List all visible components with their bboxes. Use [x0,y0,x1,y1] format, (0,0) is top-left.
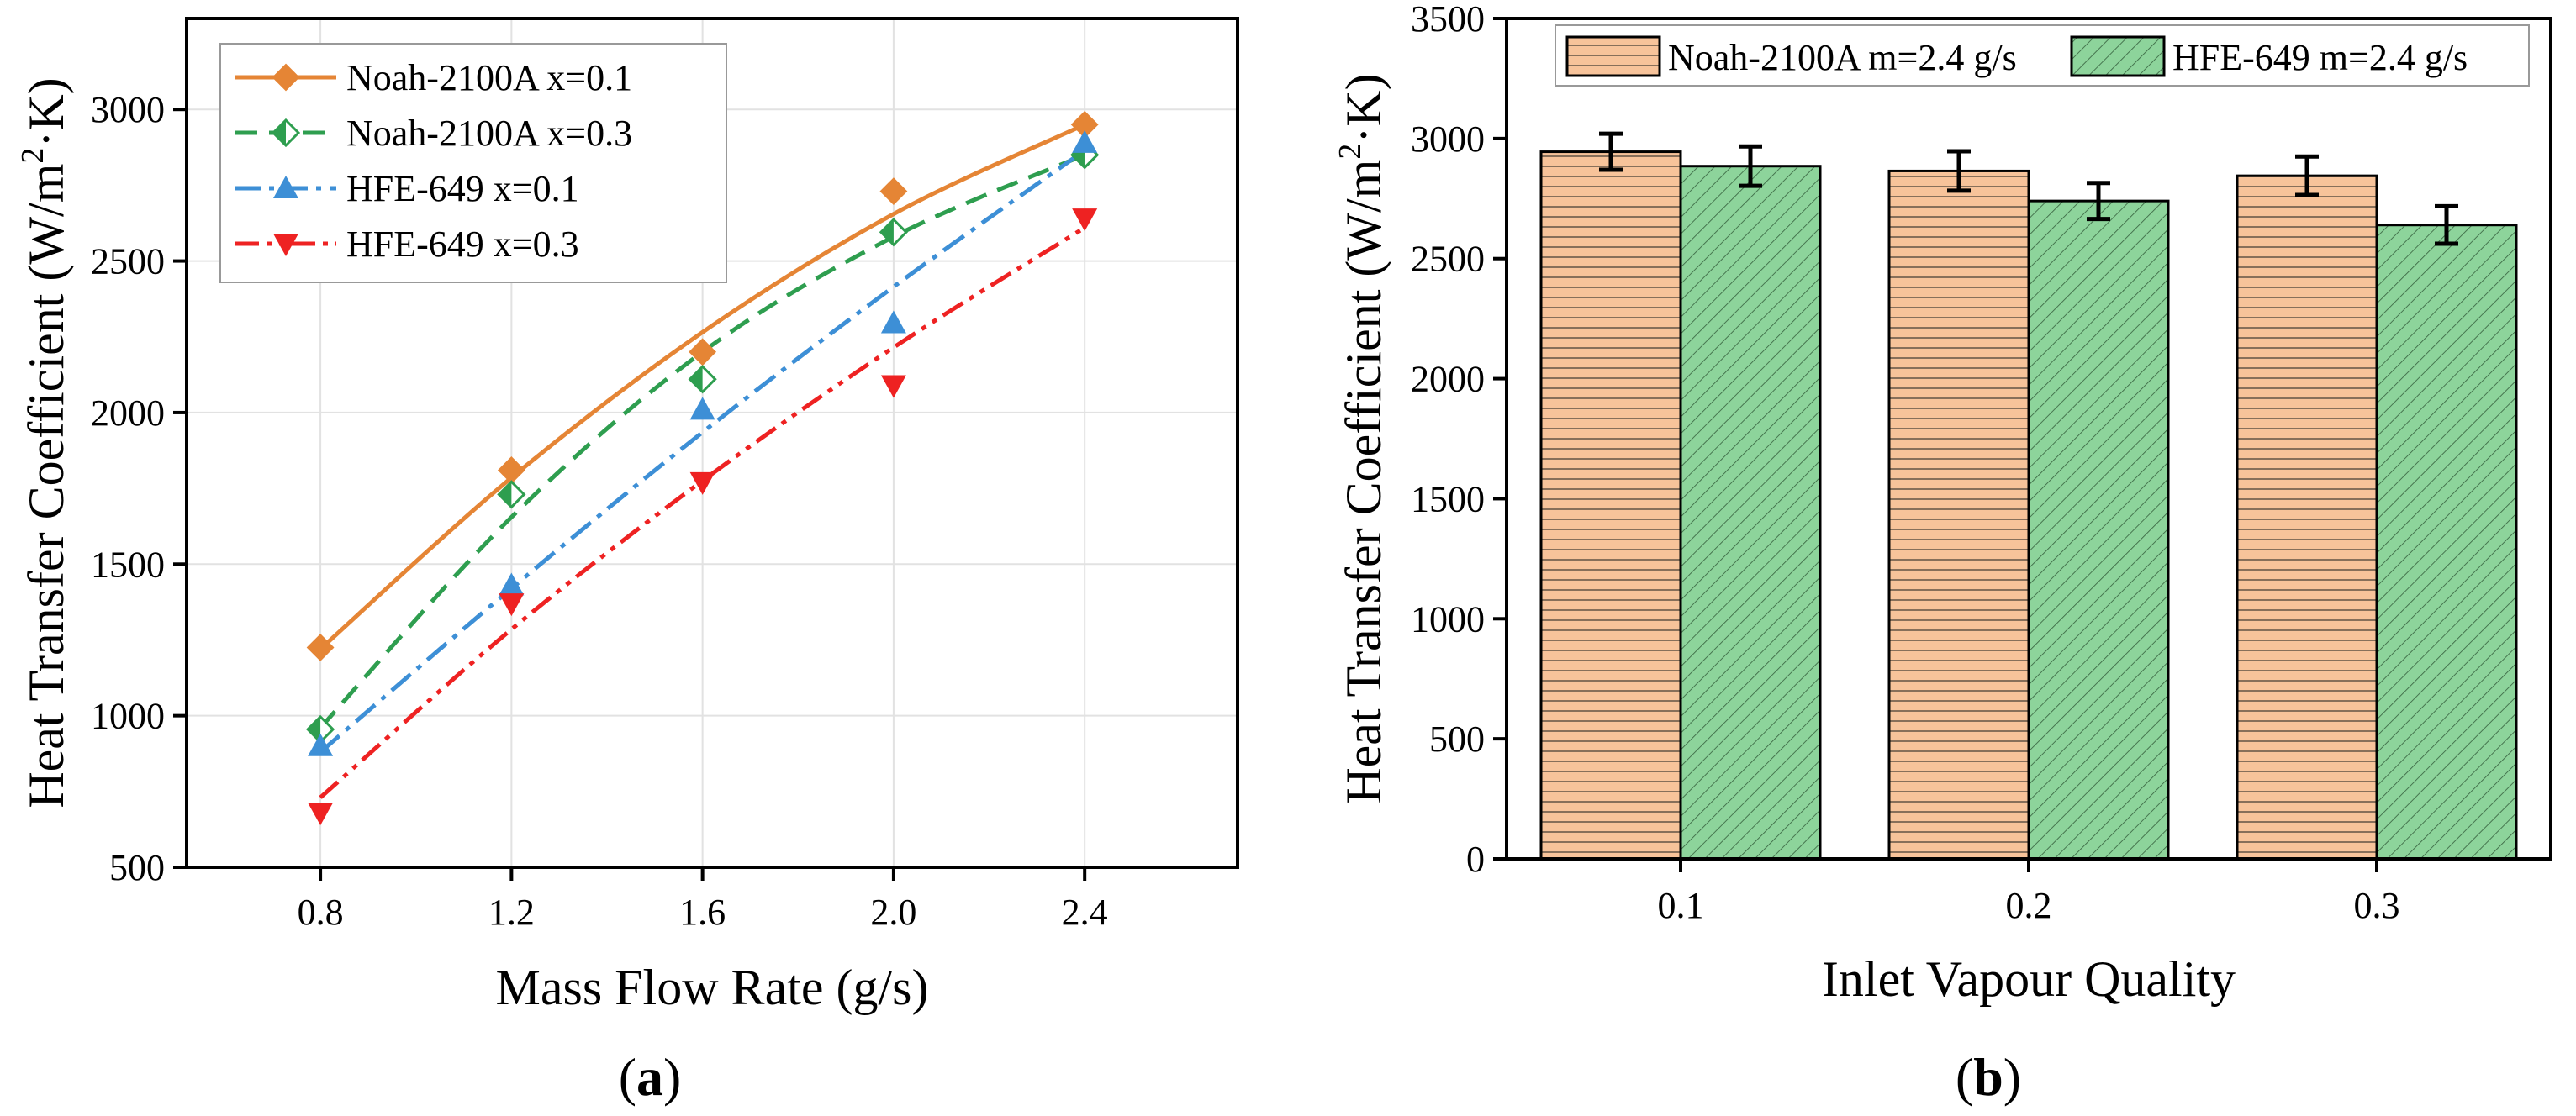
a-legend-label-0: Noah-2100A x=0.1 [346,57,632,98]
a-legend-label-3: HFE-649 x=0.3 [346,224,579,265]
a-point-s2-3 [880,310,906,334]
a-legend-marker-1 [271,118,301,148]
a-point-s2-1 [499,572,525,596]
a-point-s0-2 [689,338,717,366]
panel-a-line-chart: 0.8 1.2 1.6 2.0 2.4 500 1000 1500 2000 2500 3000 N… [15,17,1239,1107]
a-fit-curves [319,122,1086,799]
b-error-bars [1599,131,2458,246]
b-bar-s1-2 [2375,224,2518,861]
b-bar-s0-2 [2236,174,2378,861]
a-markers [305,110,1100,826]
a-legend: Noah-2100A x=0.1 Noah-2100A x=0.3 HFE-649 … [219,43,727,283]
a-y-axis-label: Heat Transfer Coefficient (W/m2·K) [15,77,74,808]
b-ytick-label-7: 3500 [1411,0,1485,39]
a-ytick-label-1: 1000 [91,696,165,737]
a-xtick-label-0: 0.8 [298,892,344,933]
b-errorbar-s0-0 [1599,131,1623,172]
a-ytick-label-2: 1500 [91,544,165,585]
a-legend-marker-2 [273,176,298,198]
a-point-s0-1 [497,456,525,484]
a-legend-label-1: Noah-2100A x=0.3 [346,113,632,154]
a-point-s1-1 [497,480,526,509]
b-bar-s1-1 [2027,199,2170,861]
a-legend-marker-3 [273,234,298,256]
a-point-s3-2 [689,471,715,495]
a-fit-curve-2 [319,148,1086,754]
a-xtick-label-3: 2.0 [870,892,916,933]
b-bar-s0-1 [1887,169,2030,861]
b-ytick-label-6: 3000 [1411,118,1485,160]
a-tick-labels: 0.8 1.2 1.6 2.0 2.4 500 1000 1500 2000 2500 3000 [91,89,1108,933]
b-x-axis-label: Inlet Vapour Quality [1822,951,2236,1007]
b-legend-swatch-1 [2070,35,2166,77]
b-legend-box [1555,24,2530,87]
a-ytick-label-4: 2500 [91,241,165,282]
b-ytick-label-3: 1500 [1411,478,1485,519]
a-xtick-label-2: 1.6 [679,892,726,933]
a-ticks [173,108,1087,881]
b-legend-swatch-0 [1565,35,1661,77]
b-panel-label: (b) [1956,1047,2021,1107]
b-y-axis-label: Heat Transfer Coefficient (W/m2·K) [1333,73,1391,803]
a-panel-label: (a) [619,1047,682,1107]
b-errorbar-s1-2 [2435,203,2458,246]
b-ytick-label-5: 2500 [1411,239,1485,280]
a-fit-curve-1 [319,153,1086,729]
a-point-s0-0 [306,634,335,661]
a-point-s3-4 [1072,208,1098,232]
a-point-s1-3 [879,218,909,247]
b-ytick-label-2: 1000 [1411,598,1485,640]
b-legend-label-0: Noah-2100A m=2.4 g/s [1668,37,2017,78]
a-point-s1-2 [688,365,717,394]
a-x-axis-label: Mass Flow Rate (g/s) [496,960,929,1015]
b-tick-labels: 0.1 0.2 0.3 0 500 1000 1500 2000 2500 3000 3500 [1411,0,2400,926]
a-fit-curve-0 [319,122,1086,651]
b-errorbar-s0-2 [2295,154,2319,197]
a-xtick-label-1: 1.2 [488,892,535,933]
a-legend-label-2: HFE-649 x=0.1 [346,168,579,209]
a-ytick-label-5: 3000 [91,89,165,130]
b-ytick-label-0: 0 [1466,839,1485,880]
b-legend: Noah-2100A m=2.4 g/s HFE-649 m=2.4 g/s [1555,24,2530,87]
b-ticks [1493,17,2378,872]
a-plot-frame [185,17,1239,869]
b-errorbar-s1-0 [1739,144,1762,188]
a-point-s3-0 [308,803,334,826]
panel-b-bar-chart: 0.1 0.2 0.3 0 500 1000 1500 2000 2500 3000 3500 No… [1333,0,2552,1107]
a-ytick-label-0: 500 [109,847,165,888]
a-ytick-label-3: 2000 [91,392,165,434]
a-point-s2-4 [1072,129,1098,153]
a-point-s3-1 [499,593,525,617]
b-xtick-label-1: 0.2 [2006,885,2052,926]
a-point-s2-0 [308,733,334,756]
b-bar-s1-0 [1679,165,1822,861]
b-bar-s0-0 [1539,150,1682,861]
b-xtick-label-2: 0.3 [2354,885,2400,926]
b-ytick-label-4: 2000 [1411,359,1485,400]
b-xtick-label-0: 0.1 [1658,885,1704,926]
a-legend-marker-0 [272,63,300,92]
b-ytick-label-1: 500 [1429,719,1485,760]
a-point-s0-3 [879,177,908,206]
b-errorbar-s1-1 [2087,181,2110,222]
a-xtick-label-4: 2.4 [1062,892,1108,933]
b-bars [1539,150,2518,861]
b-legend-label-1: HFE-649 m=2.4 g/s [2172,37,2468,78]
b-errorbar-s0-1 [1947,149,1971,193]
a-point-s2-2 [689,397,715,420]
a-point-s3-3 [880,375,906,398]
